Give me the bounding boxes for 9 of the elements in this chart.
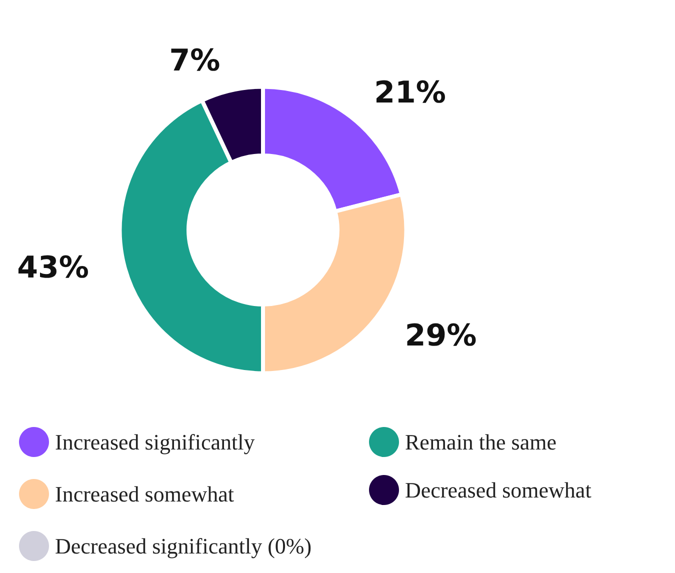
legend-label: Increased somewhat	[55, 482, 234, 506]
legend-label: Decreased significantly (0%)	[55, 534, 312, 558]
data-label: 7%	[169, 43, 220, 78]
data-label: 21%	[374, 76, 446, 111]
data-label: 43%	[17, 250, 89, 286]
legend-label: Remain the same	[405, 430, 557, 454]
legend-label: Decreased somewhat	[405, 478, 592, 502]
legend-label: Increased significantly	[55, 430, 255, 454]
data-label: 29%	[404, 318, 477, 354]
